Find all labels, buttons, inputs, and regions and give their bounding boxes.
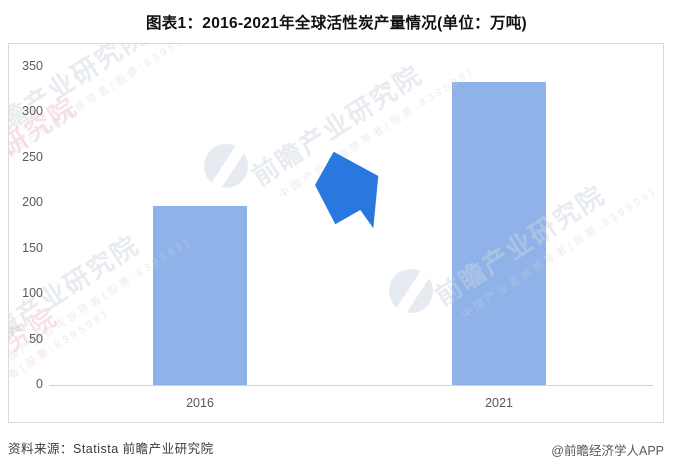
- growth-arrow-icon: [315, 151, 379, 229]
- watermark-logo-icon: [389, 269, 433, 313]
- x-tick-label: 2021: [485, 396, 513, 410]
- plot-panel: 前瞻产业研究院 中国产业咨询领导者(股票:839599) 前瞻产业研究院 中国产…: [8, 43, 664, 423]
- watermark-logo-icon: [204, 144, 248, 188]
- bar-2021: [452, 82, 546, 385]
- y-tick-label: 0: [36, 377, 43, 391]
- y-tick-label: 200: [22, 195, 43, 210]
- y-tick-label: 150: [22, 240, 43, 255]
- y-tick-label: 50: [29, 331, 43, 346]
- bar-2016: [153, 206, 247, 385]
- y-tick-label: 100: [22, 286, 43, 301]
- y-tick-label: 250: [22, 149, 43, 164]
- y-tick-label: 300: [22, 104, 43, 119]
- growth-arrow-shape: [315, 151, 379, 229]
- x-axis-line: [49, 385, 653, 386]
- y-tick-label: 350: [22, 59, 43, 73]
- credit-note: @前瞻经济学人APP: [551, 444, 664, 458]
- chart-title: 图表1：2016-2021年全球活性炭产量情况(单位：万吨): [145, 15, 528, 32]
- x-tick-label: 2016: [186, 396, 214, 410]
- source-note: 资料来源：Statista 前瞻产业研究院: [8, 442, 214, 456]
